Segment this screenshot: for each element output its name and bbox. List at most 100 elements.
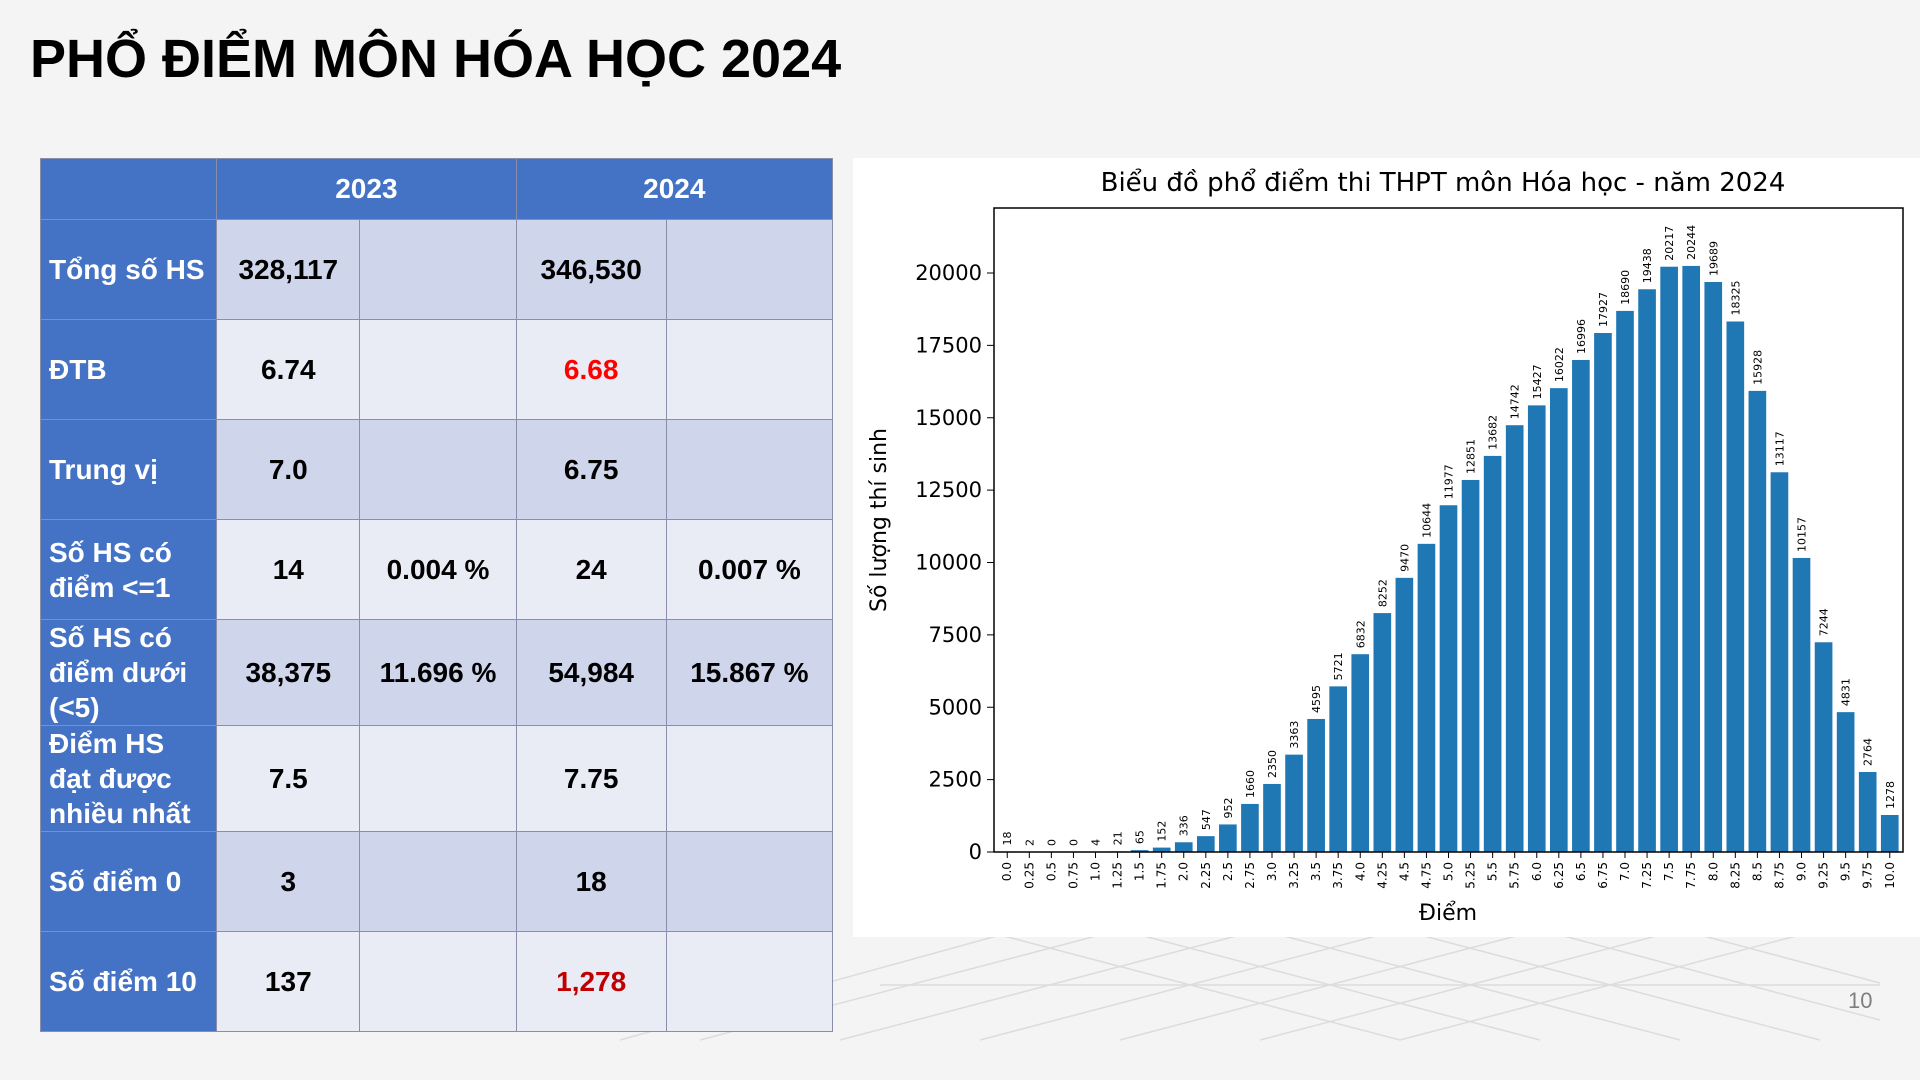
bar xyxy=(1196,836,1215,852)
x-tick-label: 9.0 xyxy=(1795,862,1809,881)
value-2023: 38,375 xyxy=(216,619,361,726)
y-tick-label: 10000 xyxy=(915,551,982,575)
bar xyxy=(1616,310,1634,852)
bar-value-label: 18325 xyxy=(1729,280,1742,315)
table-row: Số điểm 10 137 1,278 xyxy=(39,931,834,1032)
bar xyxy=(1594,333,1612,852)
bar xyxy=(1682,265,1701,852)
percent-2024 xyxy=(665,419,834,520)
value-2024: 18 xyxy=(515,831,667,932)
table-row: Trung vị 7.0 6.75 xyxy=(39,419,834,520)
bar xyxy=(1307,718,1325,852)
bar-value-label: 2350 xyxy=(1266,750,1279,778)
percent-2023 xyxy=(359,319,517,420)
percent-2024 xyxy=(665,831,834,932)
value-2024: 54,984 xyxy=(515,619,667,726)
header-corner xyxy=(39,158,218,220)
x-tick-label: 1.25 xyxy=(1111,862,1125,889)
bar-value-label: 17927 xyxy=(1597,292,1610,327)
header-year-2024: 2024 xyxy=(515,158,834,220)
bar xyxy=(1836,712,1855,852)
bar xyxy=(1505,425,1524,852)
header-year-2023: 2023 xyxy=(216,158,517,220)
percent-2024 xyxy=(665,725,834,832)
bar xyxy=(1439,505,1458,852)
bar xyxy=(1174,842,1193,852)
bar xyxy=(1130,850,1149,852)
x-tick-label: 2.25 xyxy=(1199,862,1213,889)
x-tick-label: 7.75 xyxy=(1684,862,1698,889)
x-tick-label: 1.75 xyxy=(1155,862,1169,889)
bar-value-label: 12851 xyxy=(1465,439,1478,474)
bar-value-label: 3363 xyxy=(1288,721,1301,749)
bar-value-label: 336 xyxy=(1178,815,1191,836)
x-tick-label: 3.75 xyxy=(1331,862,1345,889)
y-tick-label: 12500 xyxy=(915,478,982,502)
y-tick-label: 2500 xyxy=(929,768,982,792)
bar-value-label: 18690 xyxy=(1619,270,1632,305)
percent-2023 xyxy=(359,419,517,520)
value-2023: 6.74 xyxy=(216,319,361,420)
bar-value-label: 18 xyxy=(1001,831,1014,845)
row-label: Trung vị xyxy=(39,419,218,520)
percent-2023 xyxy=(359,831,517,932)
bar xyxy=(1572,359,1590,852)
bar xyxy=(1638,289,1656,852)
percent-2024 xyxy=(665,931,834,1032)
percent-2024 xyxy=(665,319,834,420)
x-tick-label: 4.5 xyxy=(1397,862,1411,881)
chart-svg: Biểu đồ phổ điểm thi THPT môn Hóa học - … xyxy=(867,167,1904,926)
x-tick-label: 0.5 xyxy=(1044,862,1058,881)
bar xyxy=(1351,654,1370,852)
percent-2024: 0.007 % xyxy=(665,519,834,620)
row-label: Điểm HS đạt được nhiều nhất xyxy=(39,725,218,832)
bar-value-label: 65 xyxy=(1134,830,1147,844)
page-title: PHỔ ĐIỂM MÔN HÓA HỌC 2024 xyxy=(30,29,842,89)
bar-value-label: 9470 xyxy=(1398,544,1411,572)
x-tick-label: 8.0 xyxy=(1706,862,1720,881)
x-tick-label: 0.75 xyxy=(1066,862,1080,889)
bar xyxy=(1792,557,1811,852)
x-tick-label: 0.25 xyxy=(1022,862,1036,889)
bar-value-label: 1278 xyxy=(1884,781,1897,809)
page-number: 10 xyxy=(1848,988,1873,1013)
bar-value-label: 19438 xyxy=(1641,248,1654,283)
percent-2023: 0.004 % xyxy=(359,519,517,620)
percent-2023 xyxy=(359,725,517,832)
bar-value-label: 13682 xyxy=(1487,415,1500,450)
x-tick-label: 1.0 xyxy=(1088,862,1102,881)
x-tick-label: 5.25 xyxy=(1464,862,1478,889)
x-tick-label: 2.75 xyxy=(1243,862,1257,889)
x-axis-label: Điểm xyxy=(1419,901,1477,926)
value-2023: 137 xyxy=(216,931,361,1032)
value-2024: 346,530 xyxy=(515,219,667,320)
bar xyxy=(1660,266,1678,853)
bar-value-label: 15928 xyxy=(1751,350,1764,385)
x-tick-label: 6.5 xyxy=(1574,862,1588,881)
y-tick-label: 17500 xyxy=(915,333,982,357)
value-2023: 328,117 xyxy=(216,219,361,320)
x-tick-label: 9.25 xyxy=(1817,862,1831,889)
row-label: Tổng số HS xyxy=(39,219,218,320)
bar-value-label: 11977 xyxy=(1443,464,1456,499)
plot-frame xyxy=(993,207,1904,853)
x-tick-label: 5.5 xyxy=(1486,862,1500,881)
x-tick-label: 4.0 xyxy=(1353,862,1367,881)
bar-value-label: 8252 xyxy=(1376,579,1389,607)
percent-2024 xyxy=(665,219,834,320)
bar-value-label: 0 xyxy=(1067,839,1080,846)
value-2024: 6.75 xyxy=(515,419,667,520)
bar-value-label: 16996 xyxy=(1575,319,1588,354)
bar-value-label: 1660 xyxy=(1244,770,1257,798)
row-label: Số điểm 10 xyxy=(39,931,218,1032)
y-tick-label: 0 xyxy=(969,840,982,864)
bar-value-label: 6832 xyxy=(1354,620,1367,648)
value-2024: 6.68 xyxy=(515,319,667,420)
bar xyxy=(1417,543,1436,852)
value-2023: 3 xyxy=(216,831,361,932)
table-row: Tổng số HS 328,117 346,530 xyxy=(39,219,834,320)
bar-value-label: 952 xyxy=(1222,797,1235,818)
percent-2023: 11.696 % xyxy=(359,619,517,726)
x-tick-label: 7.0 xyxy=(1618,862,1632,881)
bar-value-label: 7244 xyxy=(1818,608,1831,636)
